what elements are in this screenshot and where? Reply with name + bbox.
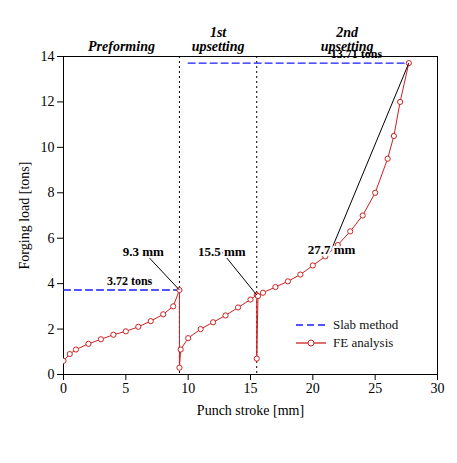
svg-text:0: 0 (48, 367, 55, 382)
svg-text:8: 8 (48, 185, 55, 200)
svg-text:0: 0 (60, 381, 67, 396)
svg-text:25: 25 (368, 381, 382, 396)
svg-text:10: 10 (181, 381, 195, 396)
svg-text:3.72 tons: 3.72 tons (107, 274, 153, 288)
svg-text:Preforming: Preforming (88, 39, 155, 54)
svg-text:15.5 mm: 15.5 mm (198, 244, 246, 259)
svg-text:13.71 tons: 13.71 tons (331, 47, 383, 61)
svg-text:9.3 mm: 9.3 mm (123, 244, 164, 259)
svg-text:27.7 mm: 27.7 mm (308, 242, 356, 257)
svg-text:Forging load [tons]: Forging load [tons] (17, 162, 32, 270)
svg-text:6: 6 (48, 231, 55, 246)
svg-text:5: 5 (122, 381, 129, 396)
svg-text:Punch stroke [mm]: Punch stroke [mm] (197, 403, 304, 418)
svg-text:14: 14 (41, 49, 55, 64)
svg-text:20: 20 (306, 381, 320, 396)
svg-text:1stupsetting: 1stupsetting (192, 25, 245, 54)
svg-text:10: 10 (41, 140, 55, 155)
svg-text:2: 2 (48, 322, 55, 337)
svg-text:4: 4 (48, 276, 55, 291)
svg-text:15: 15 (244, 381, 258, 396)
svg-text:30: 30 (431, 381, 445, 396)
svg-text:12: 12 (41, 94, 55, 109)
